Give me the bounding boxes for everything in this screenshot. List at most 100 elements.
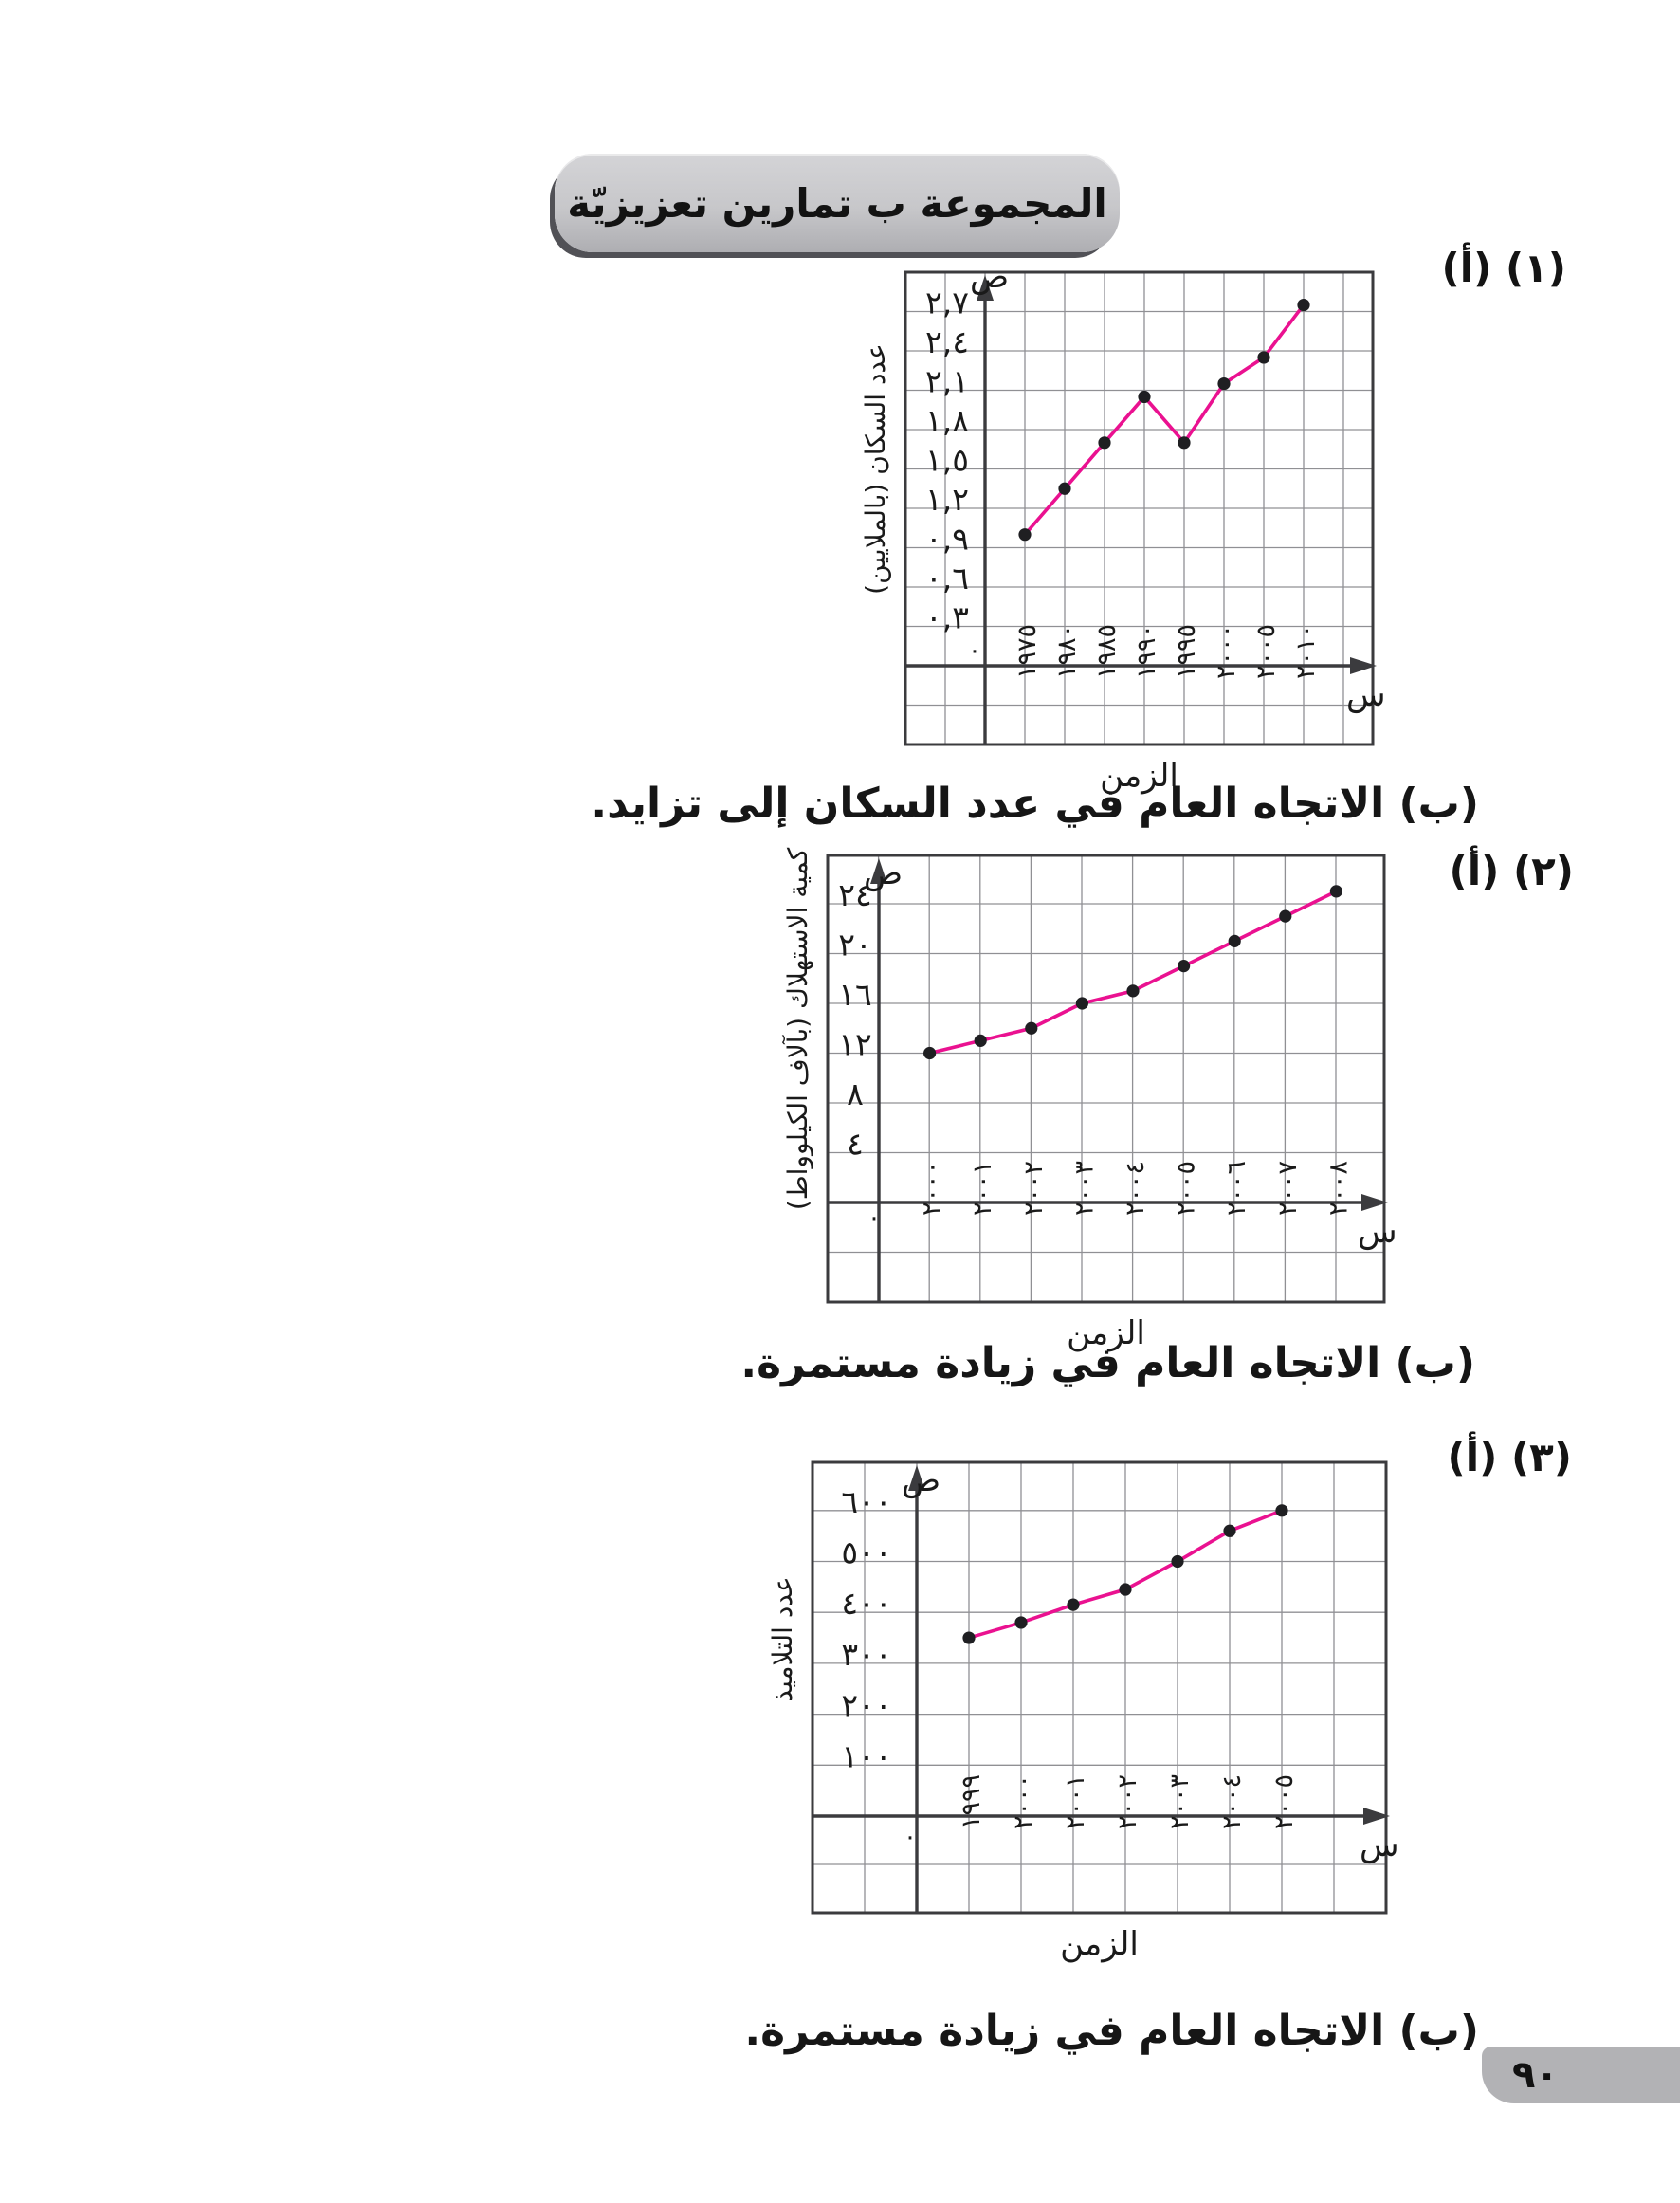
x-tick-label: ١٩٩٥ bbox=[1172, 624, 1201, 679]
x-tick-label: ٢٠٠٠ bbox=[918, 1161, 947, 1216]
y-axis-arrow bbox=[977, 275, 994, 301]
item-label-2: (٢) (أ) bbox=[1449, 848, 1574, 894]
x-tick-label: ٢٠٠٥ bbox=[1251, 624, 1281, 679]
data-point bbox=[1058, 482, 1071, 495]
y-tick-label: ٠,٣ bbox=[925, 599, 969, 636]
x-tick-label: ٢٠٠٨ bbox=[1324, 1161, 1353, 1216]
answer-caption-1: (ب) الاتجاه العام في عدد السكان إلى تزاي… bbox=[591, 780, 1479, 828]
data-point bbox=[1228, 934, 1241, 947]
trend-line bbox=[1023, 303, 1306, 536]
chart-border bbox=[811, 1460, 1388, 1915]
consumption-chart: ٢٤ ٢٠ ١٦ ١٢ ٨ ٤ ص س ٠ ٢٠٠٠ ٢٠٠١ ٢٠٠٢ ٢٠٠٣ ٢٠٠٤ ٢٠٠٥ ٢٠٠… bbox=[782, 847, 1397, 1352]
x-axis-arrow bbox=[1361, 1194, 1388, 1211]
y-axis-title: عدد التلاميذ bbox=[767, 1576, 798, 1701]
chart-border bbox=[826, 854, 1386, 1304]
data-point bbox=[1329, 885, 1342, 898]
x-tick-label: ١٩٩٠ bbox=[1132, 624, 1161, 679]
y-tick-label: ٢٠٠ bbox=[841, 1687, 891, 1724]
x-axis-symbol: س bbox=[1346, 676, 1386, 714]
y-tick-label: ٢٠ bbox=[838, 927, 871, 964]
data-point bbox=[974, 1034, 987, 1047]
x-tick-label: ٢٠٠١ bbox=[968, 1161, 997, 1216]
data-point bbox=[1217, 376, 1231, 391]
y-tick-label: ٢٤ bbox=[838, 876, 871, 913]
x-axis-title: الزمن bbox=[1060, 1925, 1139, 1963]
x-axis-arrow bbox=[1350, 657, 1377, 674]
data-point bbox=[1171, 1554, 1184, 1569]
y-axis-symbol: ص bbox=[864, 854, 903, 892]
x-tick-label: ١٩٨٥ bbox=[1092, 624, 1122, 679]
data-point bbox=[1119, 1583, 1132, 1596]
y-tick-label: ١,٥ bbox=[925, 442, 969, 479]
y-tick-label: ٢,١ bbox=[925, 363, 969, 400]
data-point bbox=[1014, 1616, 1028, 1629]
item-label-1: (١) (أ) bbox=[1441, 245, 1566, 291]
data-point bbox=[1098, 436, 1111, 450]
data-point bbox=[962, 1631, 976, 1644]
y-tick-label: ١٦ bbox=[838, 976, 871, 1013]
data-point bbox=[1178, 960, 1191, 973]
y-tick-label: ٣٠٠ bbox=[841, 1636, 891, 1673]
y-tick-label: ١,٨ bbox=[925, 402, 969, 439]
y-tick-label: ٠,٦ bbox=[925, 560, 969, 597]
data-point bbox=[1067, 1598, 1080, 1611]
x-axis-arrow bbox=[1363, 1808, 1390, 1825]
section-banner-title: المجموعة ب تمارين تعزيزيّة bbox=[567, 179, 1107, 227]
data-point bbox=[1018, 528, 1032, 542]
y-tick-label: ٢,٤ bbox=[925, 323, 969, 360]
x-axis-symbol: س bbox=[1360, 1827, 1399, 1864]
y-tick-label: ١٢ bbox=[838, 1026, 871, 1063]
x-tick-label: ٢٠١٠ bbox=[1291, 624, 1321, 679]
y-tick-label: ٥٠٠ bbox=[841, 1534, 891, 1571]
answer-caption-3: (ب) الاتجاه العام في زيادة مستمرة. bbox=[744, 2007, 1479, 2055]
data-point bbox=[1275, 1504, 1288, 1517]
y-axis-title: كمية الاستهلاك (بآلاف الكيلوواط) bbox=[782, 847, 813, 1210]
y-tick-label: ٢,٧ bbox=[925, 285, 969, 321]
x-tick-label: ٢٠٠١ bbox=[1061, 1774, 1090, 1829]
y-tick-label: ٦٠٠ bbox=[841, 1483, 891, 1520]
x-tick-label: ٢٠٠٣ bbox=[1165, 1774, 1195, 1829]
population-chart: ٢,٧٢,٤٢,١١,٨١,٥١,٢٠,٩٠,٦٠,٣ ص س ٠ ١٩٧٥ ١٩٨٠ ١٩… bbox=[860, 258, 1386, 795]
data-point bbox=[1126, 984, 1140, 998]
item-label-3: (٣) (أ) bbox=[1447, 1434, 1572, 1480]
x-tick-label: ١٩٨٠ bbox=[1052, 624, 1082, 679]
y-tick-label: ٠,٩ bbox=[925, 521, 969, 558]
data-point bbox=[1223, 1524, 1236, 1537]
x-tick-label: ١٩٩٩ bbox=[957, 1774, 986, 1829]
data-point bbox=[1297, 298, 1310, 312]
page-number: ٩٠ bbox=[1512, 2053, 1559, 2097]
x-tick-label: ٢٠٠٥ bbox=[1269, 1774, 1299, 1829]
x-tick-label: ٢٠٠٧ bbox=[1273, 1161, 1303, 1216]
y-axis-symbol: ص bbox=[970, 258, 1009, 296]
data-point bbox=[1075, 997, 1088, 1010]
x-tick-label: ٢٠٠٦ bbox=[1222, 1161, 1251, 1216]
data-point bbox=[1178, 436, 1191, 450]
origin-label: ٠ bbox=[867, 1203, 881, 1232]
y-axis-symbol: ص bbox=[902, 1461, 940, 1499]
x-tick-label: ٢٠٠٢ bbox=[1019, 1161, 1049, 1216]
answer-caption-2: (ب) الاتجاه العام في زيادة مستمرة. bbox=[740, 1339, 1475, 1387]
data-point bbox=[923, 1046, 937, 1060]
x-tick-label: ٢٠٠٢ bbox=[1113, 1774, 1142, 1829]
y-axis-arrow bbox=[870, 858, 887, 884]
x-tick-label: ٢٠٠٠ bbox=[1009, 1774, 1038, 1829]
y-tick-label: ٤٠٠ bbox=[841, 1585, 891, 1622]
y-axis-arrow bbox=[908, 1465, 925, 1491]
y-tick-label: ٤ bbox=[847, 1126, 864, 1163]
students-chart: ٦٠٠ ٥٠٠ ٤٠٠ ٣٠٠ ٢٠٠ ١٠٠ ص س ٠ ١٩٩٩ ٢٠٠٠ ٢٠٠١ ٢٠٠٢ ٢٠٠… bbox=[767, 1460, 1399, 1963]
y-tick-label: ٨ bbox=[847, 1075, 864, 1112]
origin-label: ٠ bbox=[904, 1823, 917, 1851]
x-axis-title: الزمن bbox=[1100, 757, 1178, 795]
y-tick-label: ١,٢ bbox=[925, 481, 969, 518]
data-point bbox=[1279, 909, 1292, 923]
data-point bbox=[1138, 390, 1151, 404]
section-banner: المجموعة ب تمارين تعزيزيّة bbox=[555, 154, 1120, 252]
y-tick-label: ١٠٠ bbox=[841, 1737, 891, 1774]
x-tick-label: ٢٠٠٤ bbox=[1121, 1161, 1150, 1216]
page-number-tab: ٩٠ bbox=[1482, 2047, 1680, 2103]
origin-label: ٠ bbox=[968, 636, 981, 665]
x-tick-label: ٢٠٠٣ bbox=[1069, 1161, 1099, 1216]
x-axis-symbol: س bbox=[1358, 1213, 1397, 1251]
x-tick-label: ١٩٧٥ bbox=[1013, 624, 1042, 679]
